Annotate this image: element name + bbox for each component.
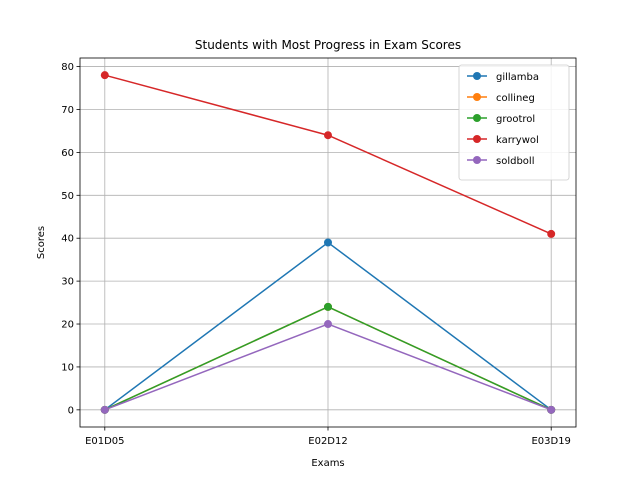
legend-item: collineg	[467, 93, 535, 104]
legend-marker	[473, 135, 481, 143]
legend-label: soldboll	[496, 156, 534, 167]
x-axis: E01D05 E02D12 E03D19	[85, 427, 571, 447]
data-point	[324, 302, 332, 311]
y-tick-label: 80	[61, 62, 74, 73]
legend-label: grootrol	[496, 114, 535, 125]
legend-label: karrywol	[496, 135, 539, 146]
y-tick-label: 10	[61, 362, 74, 373]
legend-marker	[473, 72, 481, 80]
y-tick-label: 20	[61, 320, 74, 331]
data-point	[100, 405, 109, 414]
legend: gillamba collineg grootrol karrywol soldboll	[458, 64, 570, 181]
x-tick-label: E01D05	[85, 436, 124, 447]
data-point	[324, 238, 332, 247]
y-tick-label: 0	[68, 405, 74, 416]
legend-marker	[473, 93, 481, 101]
y-tick-label: 70	[61, 105, 74, 116]
x-axis-label: Exams	[311, 458, 344, 469]
legend-item: soldboll	[467, 156, 534, 167]
legend-label: collineg	[496, 93, 535, 104]
series-soldboll	[100, 320, 556, 414]
y-tick-label: 30	[61, 277, 74, 288]
legend-label: gillamba	[496, 72, 539, 83]
legend-box	[458, 64, 570, 181]
data-point	[547, 229, 556, 238]
x-tick-label: E03D19	[531, 436, 570, 447]
legend-item: grootrol	[467, 114, 535, 125]
x-tick-label: E02D12	[308, 436, 347, 447]
series-layer	[100, 71, 556, 414]
y-tick-label: 60	[61, 148, 74, 159]
y-tick-label: 50	[61, 191, 74, 202]
y-axis-label: Scores	[36, 226, 47, 259]
data-point	[324, 131, 332, 140]
data-point	[324, 320, 332, 329]
chart-title: Students with Most Progress in Exam Scor…	[195, 38, 461, 52]
legend-item: gillamba	[467, 72, 539, 83]
y-tick-label: 40	[61, 234, 74, 245]
data-point	[100, 71, 109, 80]
legend-marker	[473, 114, 481, 122]
y-axis: 0 10 20 30 40 50 60 70 80	[61, 62, 80, 416]
series-karrywol	[100, 71, 556, 238]
data-point	[547, 405, 556, 414]
legend-item: karrywol	[467, 135, 539, 146]
legend-marker	[473, 156, 481, 164]
